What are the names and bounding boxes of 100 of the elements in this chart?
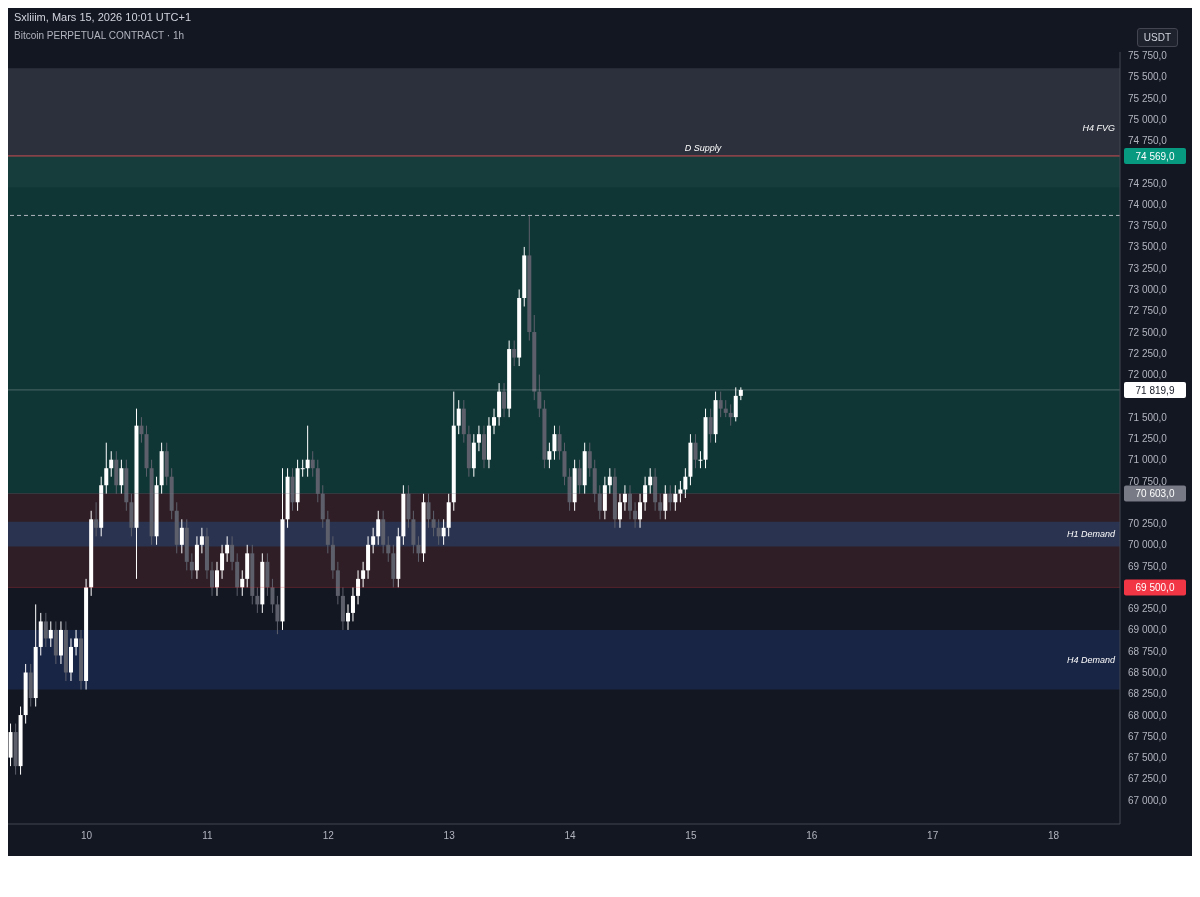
candlestick [492,408,497,435]
y-tick-label: 69 250,0 [1128,603,1168,615]
x-tick-label: 17 [927,830,939,842]
annotation: D Supply [684,142,722,153]
candlestick [673,484,678,512]
candlestick [708,408,713,444]
x-tick-label: 15 [685,830,697,842]
candlestick [683,467,688,499]
y-tick-label: 70 250,0 [1128,518,1168,530]
ref-line-label: 71 819,9 [1135,384,1175,396]
candlestick [587,442,592,478]
y-tick-label: 73 250,0 [1128,262,1168,274]
y-tick-label: 74 000,0 [1128,198,1168,210]
candlestick [512,340,517,367]
candlestick [633,501,638,529]
candlestick [270,578,275,614]
y-tick-label: 71 000,0 [1128,454,1168,466]
x-tick-label: 11 [202,830,214,842]
candlestick [456,399,461,435]
candlestick [189,552,194,580]
candlestick [104,442,109,495]
candlestick [139,416,144,444]
y-tick-label: 69 000,0 [1128,624,1168,636]
candlestick [502,382,507,418]
candlestick [547,442,552,469]
ref-line-label: 74 569,0 [1135,150,1175,162]
y-tick-label: 70 750,0 [1128,475,1168,487]
candlestick [426,493,431,529]
x-tick-label: 12 [322,830,335,842]
candlestick [240,569,245,597]
candlestick [622,484,627,512]
candlestick [552,425,557,461]
y-tick-label: 68 250,0 [1128,688,1168,700]
candlestick [305,425,310,478]
candlestick [310,450,315,478]
y-tick-label: 68 000,0 [1128,709,1168,721]
candlestick [74,629,79,656]
y-tick-label: 71 250,0 [1128,432,1168,444]
candlestick [617,493,622,529]
y-tick-label: 67 000,0 [1128,794,1168,806]
candlestick [346,603,351,631]
x-tick-label: 16 [806,830,818,842]
candlestick [638,493,643,529]
candlestick [557,425,562,461]
x-tick-label: 14 [564,830,577,842]
candlestick [698,450,703,469]
candlestick [48,620,53,648]
y-tick-label: 67 250,0 [1128,773,1168,785]
chart-title: Sxliiim, Mars 15, 2026 10:01 UTC+1 [13,10,192,25]
band-label: H4 Demand [1066,654,1116,665]
candlestick [537,374,542,418]
candlestick [648,467,653,495]
y-tick-label: 70 000,0 [1128,539,1168,551]
candlestick [476,425,481,452]
candlestick [668,484,673,512]
x-tick-label: 18 [1047,830,1060,842]
y-tick-label: 72 000,0 [1128,369,1168,381]
candlestick [255,586,260,614]
candlestick [109,450,114,478]
y-tick-label: 74 250,0 [1128,177,1168,189]
y-tick-label: 72 750,0 [1128,305,1168,317]
candlestick [350,586,355,622]
candlestick [119,459,124,495]
candlestick [628,484,632,520]
candlestick [210,561,215,597]
y-tick-label: 73 500,0 [1128,241,1168,253]
candlestick [728,403,733,427]
candlestick [361,561,366,588]
y-tick-label: 75 500,0 [1128,71,1168,83]
y-tick-label: 75 000,0 [1128,113,1168,125]
candlestick [693,433,698,469]
candlestick [607,467,612,495]
candlestick [718,391,723,418]
candlestick [597,484,602,520]
candlestick [43,612,48,648]
x-tick-label: 10 [81,830,93,842]
candlestick [356,569,361,605]
candlestick [678,480,683,503]
candlestick [275,595,280,635]
y-tick-label: 73 000,0 [1128,284,1168,296]
y-tick-label: 69 750,0 [1128,560,1168,572]
candlestick [663,484,668,520]
y-tick-label: 75 750,0 [1128,49,1168,61]
y-tick-label: 74 750,0 [1128,135,1168,147]
y-tick-label: 68 750,0 [1128,645,1168,657]
candlestick [658,493,663,520]
candlestick [733,386,738,422]
y-tick-label: 71 500,0 [1128,411,1168,423]
y-axis-title: USDT [1136,28,1178,47]
x-tick-label: 13 [443,830,456,842]
candlestick [643,476,648,512]
ref-line-label: 70 603,0 [1135,488,1175,500]
candlestick [214,561,219,597]
candlestick [220,544,225,580]
y-tick-label: 75 250,0 [1128,92,1168,104]
y-tick-label: 72 500,0 [1128,326,1168,338]
chart-subtitle: Bitcoin PERPETUAL CONTRACT · 1h [14,30,185,41]
y-tick-label: 73 750,0 [1128,220,1168,232]
candlestick [577,459,582,495]
y-tick-label: 67 500,0 [1128,752,1168,764]
